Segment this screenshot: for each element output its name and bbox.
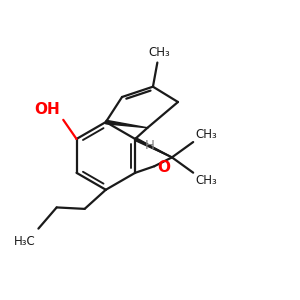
Text: CH₃: CH₃ (196, 128, 217, 141)
Polygon shape (106, 120, 148, 128)
Text: CH₃: CH₃ (148, 46, 170, 59)
Text: H: H (145, 139, 154, 152)
Text: CH₃: CH₃ (196, 174, 217, 187)
Text: O: O (157, 160, 170, 175)
Polygon shape (134, 138, 172, 158)
Text: H₃C: H₃C (14, 235, 35, 248)
Text: OH: OH (34, 102, 60, 117)
